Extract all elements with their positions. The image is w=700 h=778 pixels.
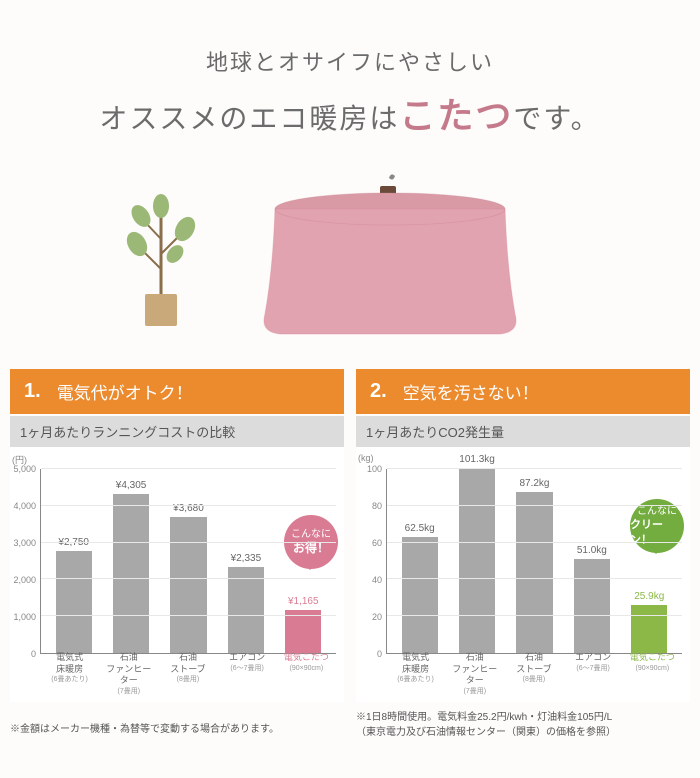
badge-line2: お得！ <box>293 541 329 557</box>
y-tick: 40 <box>372 575 382 585</box>
chart-area-co2: (kg) 0 20 40 60 80 100 62.5kg 101.3kg 87.2kg 51.… <box>356 447 690 702</box>
badge-line1: こんなに <box>637 505 677 518</box>
bar-wrap: ¥2,335 <box>220 553 272 653</box>
section-num-1: 1. <box>24 380 41 403</box>
badge-line1: こんなに <box>291 528 331 541</box>
grid-line <box>387 505 682 506</box>
chart-area-cost: (円) 01,0002,0003,0004,0005,000 ¥2,750¥4,… <box>10 447 344 702</box>
chart-title-cost: 1ヶ月あたりランニングコストの比較 <box>10 416 344 447</box>
bar-wrap: 101.3kg <box>451 454 503 653</box>
grid-line <box>387 615 682 616</box>
y-tick: 60 <box>372 538 382 548</box>
headline-2: オススメのエコ暖房はこたつです。 <box>0 87 700 139</box>
grid-line <box>41 505 336 506</box>
bars-co2: 62.5kg101.3kg87.2kg51.0kg25.9kg <box>387 469 682 653</box>
plant-icon <box>115 184 205 334</box>
x-label: 電気式床暖房(6畳あたり) <box>389 652 442 696</box>
section-title-2: 空気を汚さない！ <box>403 379 539 404</box>
bar-wrap: ¥2,750 <box>48 537 100 653</box>
grid-line <box>41 578 336 579</box>
bar-value-label: ¥1,165 <box>288 596 319 607</box>
y-tick: 0 <box>377 649 382 659</box>
grid-line <box>387 468 682 469</box>
y-tick: 20 <box>372 612 382 622</box>
bar <box>113 494 149 653</box>
section-header-1: 1. 電気代がオトク！ <box>10 369 344 414</box>
headline-post: です。 <box>513 103 600 134</box>
headline-pre: オススメのエコ暖房は <box>99 103 399 134</box>
bar-value-label: 101.3kg <box>459 454 495 465</box>
bar <box>285 610 321 653</box>
bar-value-label: 62.5kg <box>405 523 435 534</box>
headline-1: 地球とオサイフにやさしい <box>0 45 700 77</box>
chart-panel-co2: 1ヶ月あたりCO2発生量 (kg) 0 20 40 60 80 100 62.5kg 101… <box>356 416 690 702</box>
chart-title-co2: 1ヶ月あたりCO2発生量 <box>356 416 690 447</box>
bar-value-label: ¥2,335 <box>231 553 262 564</box>
section-title-1: 電気代がオトク！ <box>57 379 193 404</box>
y-tick: 3,000 <box>13 538 36 548</box>
y-axis-co2: 020406080100 <box>360 469 384 654</box>
headline-accent: こたつ <box>399 95 513 136</box>
hero-section: 地球とオサイフにやさしい オススメのエコ暖房はこたつです。 <box>0 0 700 369</box>
y-unit-co2: (kg) <box>358 453 374 463</box>
bar <box>516 492 552 653</box>
x-label: エアコン(6～7畳用) <box>221 652 274 696</box>
x-label: 石油ストーブ(8畳用) <box>161 652 214 696</box>
charts-row: 1ヶ月あたりランニングコストの比較 (円) 01,0002,0003,0004,… <box>0 416 700 702</box>
bar-value-label: ¥2,750 <box>58 537 89 548</box>
bar-value-label: 51.0kg <box>577 545 607 556</box>
y-tick: 4,000 <box>13 501 36 511</box>
footnote-1: ※金額はメーカー機種・為替等で変動する場合があります。 <box>10 710 344 740</box>
y-tick: 0 <box>31 649 36 659</box>
bar <box>170 517 206 653</box>
x-labels-co2: 電気式床暖房(6畳あたり)石油ファンヒーター(7畳用)石油ストーブ(8畳用)エア… <box>386 652 682 696</box>
bar <box>574 559 610 653</box>
bar <box>459 468 495 653</box>
y-tick: 5,000 <box>13 464 36 474</box>
illustration <box>0 149 700 339</box>
x-label: 電気こたつ(90×90cm) <box>280 652 333 696</box>
section-headers: 1. 電気代がオトク！ 2. 空気を汚さない！ <box>0 369 700 414</box>
chart-panel-cost: 1ヶ月あたりランニングコストの比較 (円) 01,0002,0003,0004,… <box>10 416 344 702</box>
x-label: 電気式床暖房(6畳あたり) <box>43 652 96 696</box>
bar-wrap: 62.5kg <box>394 523 446 653</box>
bar <box>56 551 92 653</box>
grid-line <box>387 542 682 543</box>
bar <box>402 537 438 653</box>
x-label: 石油ストーブ(8畳用) <box>507 652 560 696</box>
bar <box>631 605 667 653</box>
y-tick: 100 <box>367 464 382 474</box>
grid-line <box>41 542 336 543</box>
footnote-2: ※1日8時間使用。電気料金25.2円/kwh・灯油料金105円/L（東京電力及び… <box>356 710 690 740</box>
bar-value-label: ¥4,305 <box>116 480 147 491</box>
y-axis-cost: 01,0002,0003,0004,0005,000 <box>14 469 38 654</box>
badge-co2: こんなに クリーン！ <box>630 499 684 553</box>
bar-value-label: 25.9kg <box>634 591 664 602</box>
x-label: 電気こたつ(90×90cm) <box>626 652 679 696</box>
x-label: エアコン(6～7畳用) <box>567 652 620 696</box>
bar-wrap: ¥1,165 <box>277 596 329 653</box>
y-tick: 2,000 <box>13 575 36 585</box>
x-labels-cost: 電気式床暖房(6畳あたり)石油ファンヒーター(7畳用)石油ストーブ(8畳用)エア… <box>40 652 336 696</box>
grid-line <box>41 615 336 616</box>
footnotes: ※金額はメーカー機種・為替等で変動する場合があります。 ※1日8時間使用。電気料… <box>0 702 700 756</box>
bar-wrap: 51.0kg <box>566 545 618 653</box>
grid-line <box>41 468 336 469</box>
section-num-2: 2. <box>370 380 387 403</box>
bar-value-label: 87.2kg <box>519 478 549 489</box>
kotatsu-icon <box>245 174 535 344</box>
x-label: 石油ファンヒーター(7畳用) <box>102 652 155 696</box>
page-container: 地球とオサイフにやさしい オススメのエコ暖房はこたつです。 <box>0 0 700 756</box>
plot-co2: 62.5kg101.3kg87.2kg51.0kg25.9kg こんなに クリー… <box>386 469 682 654</box>
y-tick: 1,000 <box>13 612 36 622</box>
section-header-2: 2. 空気を汚さない！ <box>356 369 690 414</box>
grid-line <box>387 578 682 579</box>
x-label: 石油ファンヒーター(7畳用) <box>448 652 501 696</box>
plot-cost: ¥2,750¥4,305¥3,680¥2,335¥1,165 こんなに お得！ <box>40 469 336 654</box>
bar-wrap: 25.9kg <box>623 591 675 653</box>
bar <box>228 567 264 653</box>
y-tick: 80 <box>372 501 382 511</box>
